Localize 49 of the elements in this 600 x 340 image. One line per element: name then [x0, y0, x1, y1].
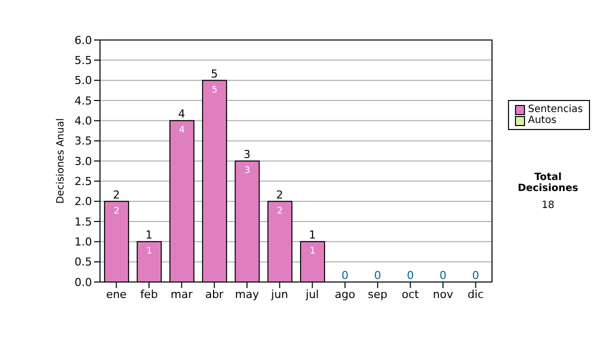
x-tick-label: jun	[270, 288, 288, 301]
data-label: 1	[146, 246, 152, 257]
y-tick-label: 4.0	[74, 114, 92, 128]
y-tick-label: 4.5	[74, 94, 92, 108]
total-label: 4	[178, 108, 186, 121]
x-tick-label: oct	[402, 288, 420, 301]
data-label: 1	[310, 246, 316, 257]
text: Total Decisiones	[516, 172, 580, 194]
total-label: 0	[342, 269, 348, 282]
total-label: 0	[440, 269, 446, 282]
y-tick-label: 3.0	[74, 154, 92, 168]
y-tick-label: 3.5	[74, 134, 92, 148]
x-tick-label: ene	[106, 288, 127, 301]
total-label: 1	[146, 228, 152, 242]
total-label: 2	[276, 188, 284, 202]
y-tick-label: 5.5	[74, 54, 92, 68]
legend-label: Autos	[528, 115, 556, 126]
y-tick-label: 6.0	[74, 34, 92, 47]
total-label: 5	[210, 67, 218, 80]
total-label: 1	[308, 228, 316, 242]
x-tick-label: abr	[205, 288, 224, 301]
data-label: 5	[212, 85, 218, 96]
y-tick-label: 1.5	[74, 215, 92, 228]
total-label: 0	[374, 269, 382, 282]
y-tick-label: 0.0	[74, 276, 92, 289]
data-label: 2	[277, 206, 283, 216]
x-tick-label: sep	[368, 288, 388, 301]
y-tick-label: 2.5	[74, 175, 92, 188]
y-axis-title: Decisiones Anual	[56, 118, 67, 204]
x-tick-label: nov	[432, 288, 454, 301]
total-label: 3	[244, 148, 250, 161]
data-label: 3	[244, 166, 250, 176]
y-tick-label: 0.5	[74, 256, 92, 269]
total-label: 2	[112, 188, 120, 202]
x-tick-label: feb	[140, 288, 158, 301]
text: 18	[540, 200, 556, 211]
x-tick-label: dic	[468, 288, 484, 301]
y-tick-label: 1.0	[74, 236, 92, 249]
y-tick-label: 2.0	[74, 195, 92, 208]
x-tick-label: mar	[170, 288, 194, 301]
total-label: 0	[472, 269, 480, 282]
data-label: 2	[114, 206, 120, 216]
x-tick-label: jul	[304, 288, 319, 301]
data-label: 4	[179, 126, 186, 136]
y-tick-label: 5.0	[74, 74, 92, 88]
total-label: 0	[406, 269, 414, 282]
legend-label: Sentencias	[528, 104, 583, 115]
x-tick-label: ago	[334, 288, 356, 301]
x-tick-label: may	[235, 288, 260, 301]
